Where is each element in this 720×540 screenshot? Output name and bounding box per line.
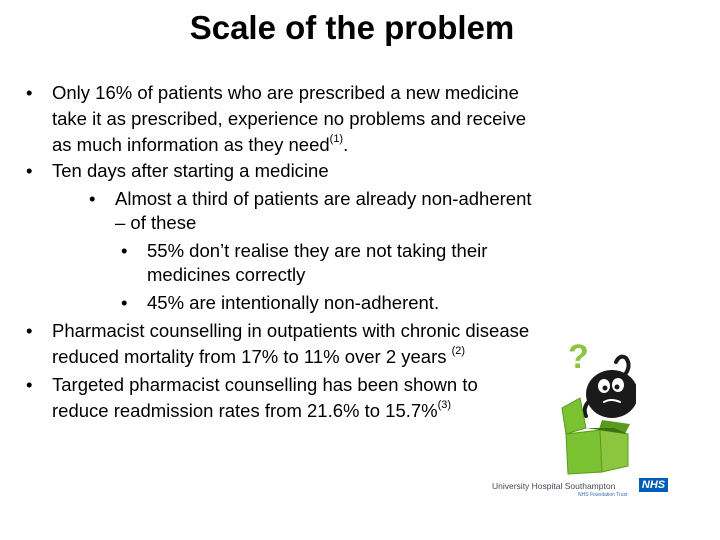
bullet-2a-line-2: – of these bbox=[115, 212, 197, 233]
bullet-3-line-2: reduced mortality from 17% to 11% over 2… bbox=[52, 344, 465, 370]
bullet-1-line-3-text: as much information as they need bbox=[52, 134, 330, 155]
bullet-4-line-1: Targeted pharmacist counselling has been… bbox=[52, 374, 478, 395]
bullet-icon: • bbox=[26, 160, 33, 181]
bullet-4-line-2-text: reduce readmission rates from 21.6% to 1… bbox=[52, 400, 438, 421]
nhs-badge: NHS bbox=[639, 478, 668, 492]
logo-subtext: NHS Foundation Trust bbox=[578, 492, 628, 498]
bullet-2-line-1: Ten days after starting a medicine bbox=[52, 160, 329, 181]
bullet-icon: • bbox=[121, 292, 128, 313]
reference-2: (2) bbox=[451, 344, 466, 357]
question-mark-glyph: ? bbox=[568, 338, 589, 376]
bullet-2a1-line-2: medicines correctly bbox=[147, 264, 306, 285]
bullet-icon: • bbox=[26, 374, 33, 395]
bullet-icon: • bbox=[121, 240, 128, 261]
slide-title: Scale of the problem bbox=[189, 9, 515, 46]
hospital-logo: University Hospital Southampton NHS NHS … bbox=[492, 478, 672, 500]
reference-3: (3) bbox=[437, 398, 452, 411]
bullet-1-line-1: Only 16% of patients who are prescribed … bbox=[52, 82, 519, 103]
bullet-1-line-3-end: . bbox=[343, 134, 349, 155]
bullet-3-line-1: Pharmacist counselling in outpatients wi… bbox=[52, 320, 530, 341]
bullet-2a-line-1: Almost a third of patients are already n… bbox=[115, 188, 532, 209]
logo-text: University Hospital Southampton bbox=[492, 481, 616, 491]
bullet-icon: • bbox=[89, 188, 96, 209]
bullet-1-line-3: as much information as they need(1). bbox=[52, 132, 348, 158]
bullet-3-line-2-text: reduced mortality from 17% to 11% over 2… bbox=[52, 346, 452, 367]
bullet-2a1-line-1: 55% don’t realise they are not taking th… bbox=[147, 240, 488, 261]
bullet-2a2-line-1: 45% are intentionally non-adherent. bbox=[147, 292, 440, 313]
question-mark-mascot-icon: ? bbox=[561, 338, 636, 475]
bullet-4-line-2: reduce readmission rates from 21.6% to 1… bbox=[52, 398, 451, 424]
bullet-icon: • bbox=[26, 320, 33, 341]
bullet-1-line-2: take it as prescribed, experience no pro… bbox=[52, 108, 527, 129]
bullet-icon: • bbox=[26, 82, 33, 103]
reference-1: (1) bbox=[329, 132, 344, 145]
